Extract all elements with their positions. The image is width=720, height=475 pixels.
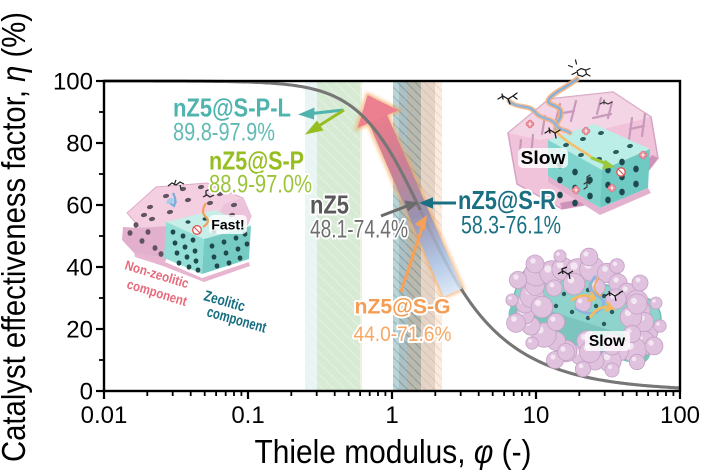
svg-text:1: 1 [385, 402, 398, 429]
svg-text:58.3-76.1%: 58.3-76.1% [461, 212, 561, 240]
svg-text:20: 20 [66, 317, 93, 344]
svg-text:Slow: Slow [521, 148, 567, 168]
svg-text:nZ5@S-P: nZ5@S-P [209, 146, 304, 176]
svg-text:10: 10 [523, 402, 550, 429]
svg-text:40: 40 [66, 255, 93, 282]
svg-text:Fast!: Fast! [211, 217, 244, 233]
svg-text:60: 60 [66, 193, 93, 220]
svg-text:0: 0 [80, 379, 93, 406]
svg-text:nZ5: nZ5 [310, 190, 349, 220]
svg-text:0.1: 0.1 [231, 402, 264, 429]
svg-text:nZ5@S-G: nZ5@S-G [355, 296, 451, 319]
svg-text:Catalyst effectiveness factor,: Catalyst effectiveness factor, η (%) [0, 12, 32, 462]
svg-text:48.1-74.4%: 48.1-74.4% [310, 216, 408, 244]
svg-text:100: 100 [53, 69, 93, 96]
svg-text:Thiele modulus, φ (-): Thiele modulus, φ (-) [255, 433, 532, 470]
svg-text:0.01: 0.01 [81, 402, 128, 429]
svg-text:44.0-71.6%: 44.0-71.6% [354, 323, 452, 346]
svg-text:Slow: Slow [589, 333, 626, 350]
svg-text:88.9-97.0%: 88.9-97.0% [209, 171, 312, 199]
svg-text:89.8-97.9%: 89.8-97.9% [173, 119, 275, 147]
svg-text:nZ5@S-R: nZ5@S-R [458, 185, 556, 215]
svg-text:80: 80 [66, 131, 93, 158]
svg-text:100: 100 [660, 402, 700, 429]
svg-text:nZ5@S-P-L: nZ5@S-P-L [173, 93, 291, 123]
